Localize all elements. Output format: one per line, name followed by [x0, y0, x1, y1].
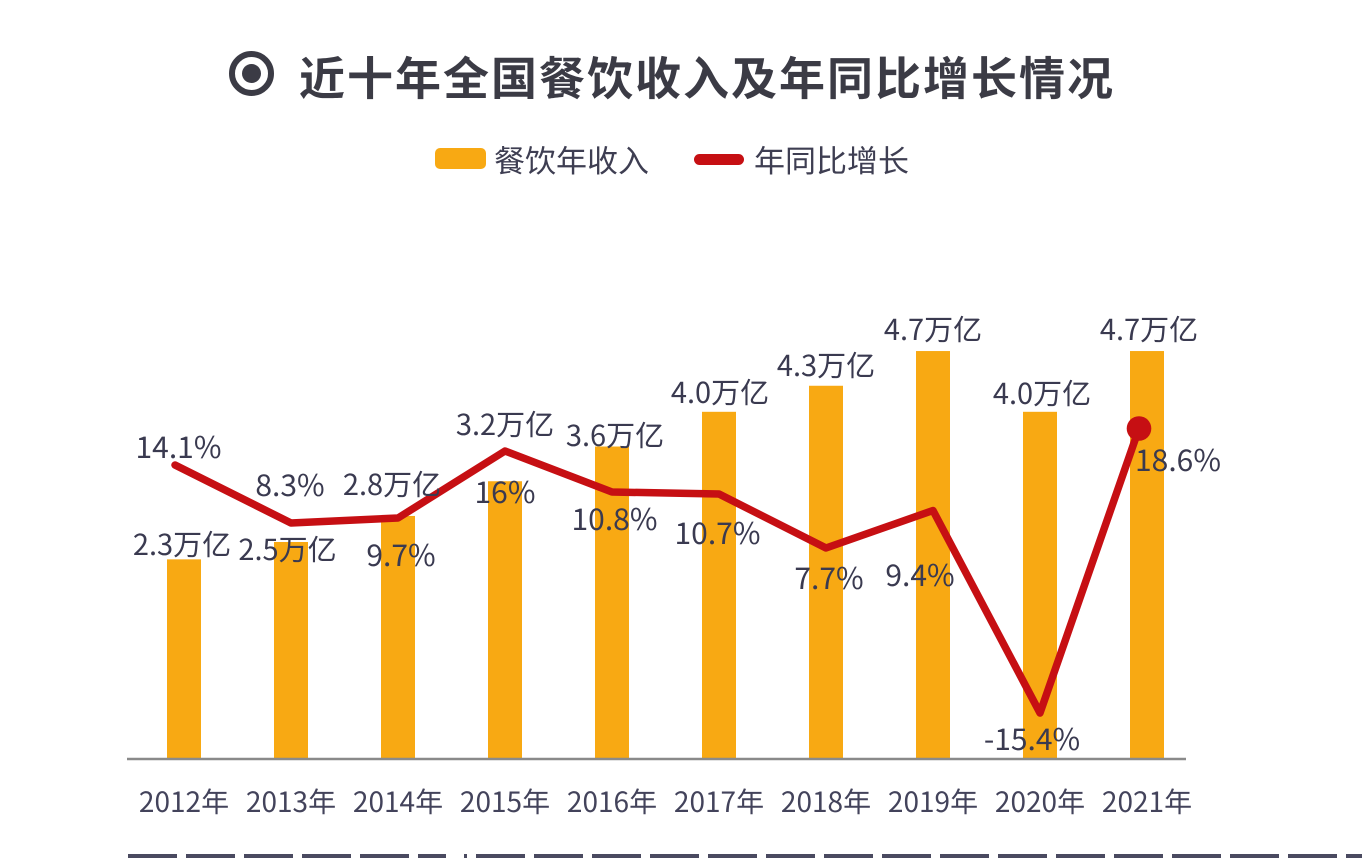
bar-value-label-2016年: 3.6万亿: [566, 413, 664, 455]
legend-bar-swatch: [435, 148, 486, 169]
x-axis-label-2021年: 2021年: [1102, 781, 1192, 821]
bar-2018年: [809, 385, 843, 759]
legend: 餐饮年收入 年同比增长: [0, 138, 1362, 180]
x-axis-label-2018年: 2018年: [781, 781, 871, 821]
growth-value-label-2013年: 8.3%: [255, 461, 324, 505]
x-axis-label-2019年: 2019年: [888, 781, 978, 821]
growth-value-label-2019年: 9.4%: [885, 551, 954, 595]
legend-label-growth: 年同比增长: [754, 136, 909, 181]
chart-header: 近十年全国餐饮收入及年同比增长情况: [0, 0, 1362, 120]
growth-line-end-dot: [1126, 416, 1152, 441]
bar-value-label-2013年: 2.5万亿: [238, 527, 336, 569]
bar-2013年: [274, 542, 308, 759]
bar-value-label-2014年: 2.8万亿: [343, 462, 441, 504]
bar-value-label-2012年: 2.3万亿: [133, 522, 231, 564]
bar-value-label-2018年: 4.3万亿: [777, 343, 875, 385]
growth-value-label-2016年: 10.8%: [572, 495, 658, 539]
bar-value-label-2017年: 4.0万亿: [671, 370, 769, 412]
x-axis-label-2012年: 2012年: [139, 781, 229, 821]
bar-value-label-2021年: 4.7万亿: [1100, 307, 1198, 349]
bar-value-label-2019年: 4.7万亿: [884, 307, 982, 349]
growth-value-label-2014年: 9.7%: [366, 531, 435, 575]
growth-value-label-2012年: 14.1%: [136, 423, 222, 467]
x-axis-label-2014年: 2014年: [353, 781, 443, 821]
bar-2016年: [595, 446, 629, 759]
bar-2020年: [1023, 411, 1057, 759]
bar-2012年: [167, 559, 201, 759]
legend-label-revenue: 餐饮年收入: [494, 136, 649, 181]
growth-value-label-2021年: 18.6%: [1135, 436, 1221, 480]
cropped-text-edge: [128, 854, 1362, 858]
legend-line-swatch: [694, 153, 744, 165]
x-axis-label-2015年: 2015年: [460, 781, 550, 821]
page-title: 近十年全国餐饮收入及年同比增长情况: [299, 43, 1115, 109]
growth-line: [171, 424, 1143, 717]
bar-value-label-2015年: 3.2万亿: [456, 402, 554, 444]
growth-value-label-2018年: 7.7%: [794, 554, 863, 598]
bar-value-label-2020年: 4.0万亿: [993, 371, 1091, 413]
x-axis-label-2020年: 2020年: [995, 781, 1085, 821]
x-axis-label-2017年: 2017年: [674, 781, 764, 821]
bar-2015年: [488, 481, 522, 759]
growth-value-label-2015年: 16%: [475, 468, 536, 512]
x-axis-label-2016年: 2016年: [567, 781, 657, 821]
bar-2021年: [1130, 351, 1164, 759]
bar-2017年: [702, 411, 736, 759]
bullseye-dot: [242, 64, 261, 83]
growth-value-label-2017年: 10.7%: [675, 509, 761, 553]
bar-2014年: [381, 515, 415, 759]
x-axis-label-2013年: 2013年: [246, 781, 336, 821]
bar-2019年: [916, 351, 950, 759]
bullseye-icon: [229, 51, 274, 96]
growth-value-label-2020年: -15.4%: [984, 715, 1080, 759]
